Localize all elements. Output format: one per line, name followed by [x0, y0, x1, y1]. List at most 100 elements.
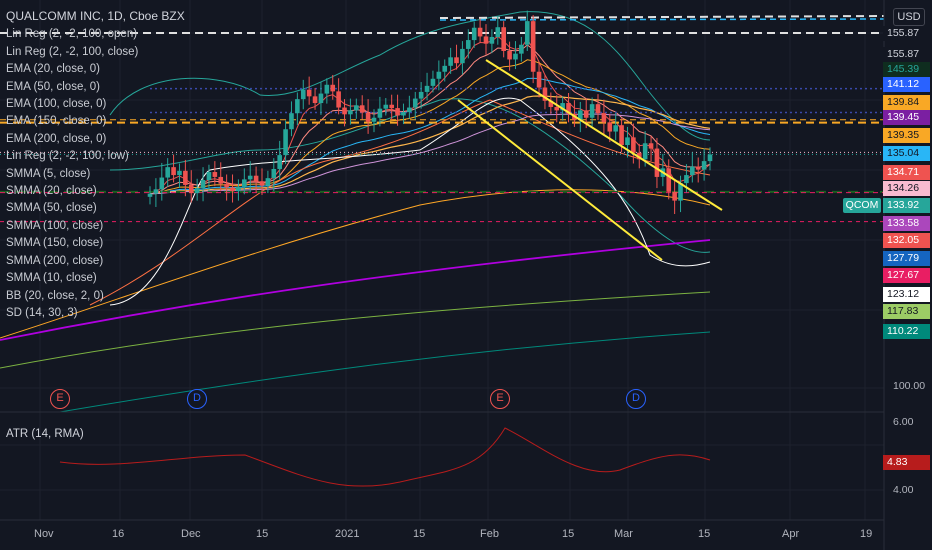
candle [389, 94, 394, 121]
candle [365, 99, 371, 134]
legend-item[interactable]: SMMA (100, close) [6, 219, 104, 232]
candle [495, 16, 501, 45]
price-badge: 110.22 [883, 324, 930, 339]
candle [548, 92, 554, 114]
candle [377, 96, 383, 127]
time-tick: 15 [413, 528, 426, 540]
legend-item[interactable]: SMMA (200, close) [6, 254, 104, 267]
candle [483, 24, 489, 55]
candle [153, 178, 159, 207]
candle [489, 29, 495, 54]
candle [507, 41, 512, 71]
candle [430, 70, 436, 93]
earnings-marker[interactable]: E [490, 389, 510, 409]
candle [654, 137, 660, 189]
candle [401, 103, 406, 125]
chart-title: QUALCOMM INC, 1D, Cboe BZX [6, 9, 185, 23]
candle [336, 78, 341, 115]
candle [695, 157, 701, 183]
candle [395, 94, 400, 126]
candle [636, 143, 642, 169]
price-badge: 117.83 [883, 304, 930, 319]
legend-item[interactable]: EMA (20, close, 0) [6, 63, 100, 76]
candle [407, 95, 412, 119]
legend-item[interactable]: SMMA (10, close) [6, 272, 97, 285]
legend-item[interactable]: EMA (150, close, 0) [6, 115, 107, 128]
time-tick: 15 [256, 528, 269, 540]
candle [625, 126, 630, 158]
level-upper-blue [439, 18, 885, 21]
candle [147, 186, 153, 205]
price-badge: 127.79 [883, 251, 930, 266]
candle [177, 163, 182, 189]
candle [306, 76, 312, 105]
candle [371, 109, 377, 133]
legend-item[interactable]: SMMA (5, close) [6, 167, 91, 180]
candle [542, 74, 548, 110]
legend-item[interactable]: SMMA (50, close) [6, 202, 97, 215]
candle [678, 175, 683, 213]
candle [330, 74, 336, 100]
candle [631, 123, 636, 164]
candle [171, 154, 176, 183]
time-tick: 16 [112, 528, 125, 540]
candle [342, 99, 347, 127]
price-badge: 155.87 [883, 26, 930, 41]
legend-item[interactable]: Lin Reg (2, -2, 100, low) [6, 150, 129, 163]
legend-item[interactable]: BB (20, close, 2, 0) [6, 289, 104, 302]
price-badge: 139.35 [883, 128, 930, 143]
candle [188, 170, 194, 203]
trend-channel [457, 59, 723, 261]
candle [707, 147, 713, 171]
candle [194, 178, 200, 201]
candle [448, 47, 453, 74]
price-badge: 139.45 [883, 110, 930, 125]
time-tick: Mar [614, 528, 633, 540]
dividend-marker[interactable]: D [187, 389, 207, 409]
candle [418, 82, 424, 109]
candle [283, 120, 288, 165]
earnings-marker[interactable]: E [50, 389, 70, 409]
atr-legend: ATR (14, RMA) [6, 428, 84, 440]
grid-lines [0, 0, 884, 520]
candle [513, 41, 518, 70]
candle [247, 161, 253, 193]
ema-150-line [89, 99, 711, 306]
atr-series [59, 427, 711, 487]
candle [436, 60, 442, 91]
horizontal-levels [0, 15, 885, 223]
candle [295, 92, 300, 126]
candle [466, 29, 471, 59]
candle [613, 113, 618, 141]
time-tick: Feb [480, 528, 499, 540]
candle [589, 97, 595, 127]
legend-item[interactable]: EMA (50, close, 0) [6, 80, 100, 93]
candle [412, 91, 418, 120]
price-badge: 155.87 [883, 47, 930, 62]
legend-item[interactable]: EMA (100, close, 0) [6, 98, 107, 111]
legend-item[interactable]: SMMA (20, close) [6, 185, 97, 198]
candle [259, 168, 265, 195]
level-upper-white [439, 15, 885, 19]
atr-line [59, 427, 711, 487]
legend-item[interactable]: EMA (200, close, 0) [6, 132, 107, 145]
currency-button[interactable]: USD [893, 8, 925, 26]
legend-item[interactable]: Lin Reg (2, -2, 100, open) [6, 28, 138, 41]
candle [354, 98, 359, 119]
legend-item[interactable]: Lin Reg (2, -2, 100, close) [6, 45, 139, 58]
candle [359, 95, 365, 120]
candle [348, 98, 353, 125]
legend-item[interactable]: SD (14, 30, 3) [6, 306, 78, 319]
candle [454, 44, 459, 70]
legend-item[interactable]: SMMA (150, close) [6, 237, 104, 250]
candle [519, 36, 524, 62]
candle [183, 159, 188, 197]
candle [212, 161, 218, 187]
candle [690, 152, 695, 183]
dividend-marker[interactable]: D [626, 389, 646, 409]
price-badge: 123.12 [883, 287, 930, 302]
price-badge: 133.92 [883, 198, 930, 213]
atr-tick-4: 4.00 [893, 484, 914, 496]
candle [477, 18, 483, 43]
price-badge: 133.58 [883, 216, 930, 231]
